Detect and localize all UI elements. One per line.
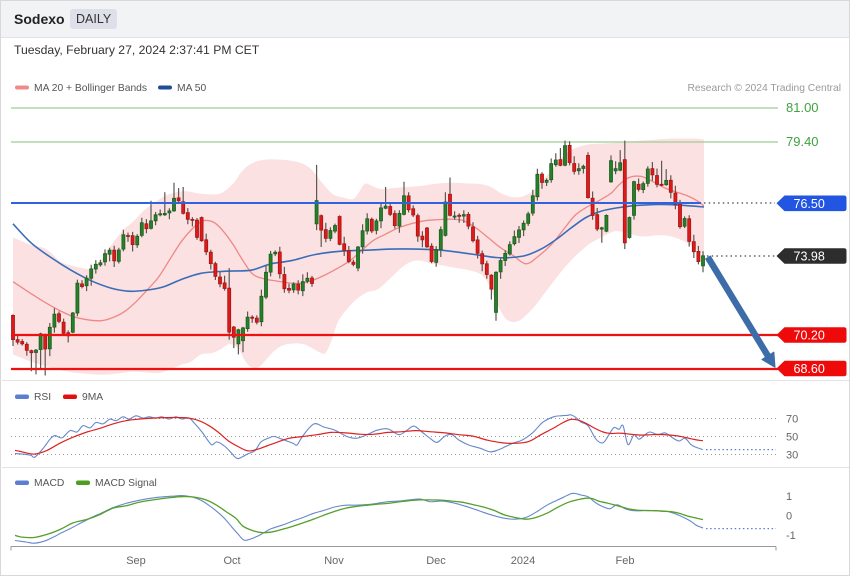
svg-text:68.60: 68.60 (794, 362, 825, 376)
svg-text:MA 20 + Bollinger Bands: MA 20 + Bollinger Bands (34, 83, 147, 94)
svg-text:50: 50 (786, 432, 798, 444)
svg-text:Nov: Nov (324, 555, 344, 567)
svg-text:76.50: 76.50 (794, 197, 825, 211)
svg-text:Dec: Dec (426, 555, 446, 567)
svg-text:Sep: Sep (126, 555, 146, 567)
svg-text:81.00: 81.00 (786, 100, 819, 115)
svg-text:Oct: Oct (223, 555, 240, 567)
svg-text:79.40: 79.40 (786, 134, 819, 149)
svg-text:30: 30 (786, 450, 798, 462)
svg-text:Research © 2024 Trading Centra: Research © 2024 Trading Central (687, 83, 841, 94)
svg-text:2024: 2024 (511, 555, 535, 567)
svg-text:70: 70 (786, 414, 798, 426)
svg-text:MACD: MACD (34, 478, 64, 489)
svg-text:RSI: RSI (34, 392, 51, 403)
svg-text:70.20: 70.20 (794, 329, 825, 343)
svg-text:MACD Signal: MACD Signal (95, 478, 157, 489)
svg-text:MA 50: MA 50 (177, 83, 206, 94)
svg-text:0: 0 (786, 511, 792, 523)
svg-text:9MA: 9MA (82, 392, 103, 403)
svg-text:-1: -1 (786, 530, 796, 542)
svg-text:1: 1 (786, 491, 792, 503)
svg-text:Feb: Feb (616, 555, 635, 567)
svg-text:73.98: 73.98 (794, 250, 825, 264)
